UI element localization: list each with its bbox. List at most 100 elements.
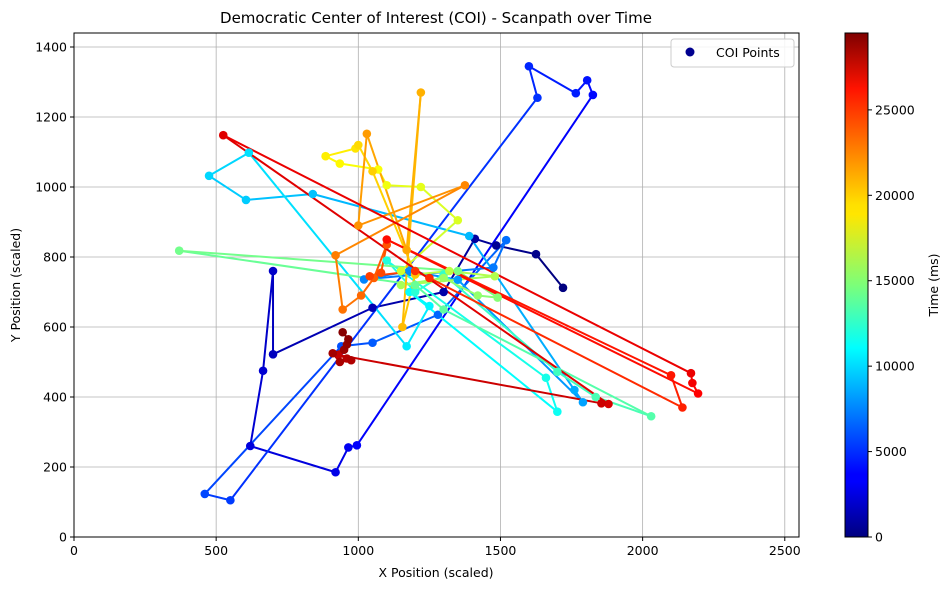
scanpath-segment: [203, 492, 232, 502]
scanpath-point: [335, 159, 345, 168]
scanpath-point: [558, 283, 568, 293]
legend: COI Points: [670, 38, 795, 68]
scanpath-segment: [535, 253, 565, 289]
scanpath-point: [382, 235, 392, 244]
scanpath-point: [666, 371, 676, 380]
scanpath-point: [344, 443, 353, 452]
scanpath-point: [410, 280, 420, 290]
scanpath-point: [489, 263, 498, 272]
chart-title: Democratic Center of Interest (COI) - Sc…: [220, 9, 652, 27]
scanpath-point: [578, 397, 588, 407]
scanpath-point: [346, 355, 356, 365]
colorbar-tick-label: 15000: [875, 273, 915, 288]
scanpath-point: [368, 303, 377, 313]
scanpath-point: [439, 287, 448, 297]
y-tick-label: 600: [43, 320, 67, 335]
colorbar-tick-label: 5000: [875, 444, 907, 459]
scanpath-segment: [203, 345, 343, 495]
scanpath-point: [433, 310, 443, 320]
scanpath-segment: [208, 151, 250, 177]
scanpath-point: [416, 182, 426, 192]
scanpath-segment: [365, 132, 408, 251]
scanpath-point: [491, 241, 501, 250]
scanpath-point: [425, 273, 434, 283]
scanpath-point: [396, 280, 406, 290]
scanpath-point: [531, 249, 541, 259]
y-tick-label: 1400: [35, 40, 67, 55]
scanpath-point: [553, 367, 562, 377]
scanpath-segment: [334, 446, 350, 474]
scanpath-segment: [334, 254, 344, 311]
scanpath-point: [402, 245, 411, 255]
scanpath-point: [693, 389, 703, 398]
scanpath-segment: [527, 65, 577, 95]
scanpath-point: [258, 366, 268, 376]
y-tick-label: 1000: [35, 180, 67, 195]
scanpath-point: [352, 441, 362, 450]
scanpath-point: [582, 75, 592, 85]
scanpath-segment: [414, 284, 445, 311]
scanpath-points: [174, 61, 703, 505]
y-tick-label: 200: [43, 460, 67, 475]
scanpath-point: [425, 301, 434, 311]
scanpath-point: [453, 215, 463, 225]
scanpath-point: [204, 171, 214, 181]
scanpath-point: [365, 271, 374, 281]
scanpath-segment: [405, 91, 422, 251]
scanpath-point: [439, 273, 448, 283]
colorbar-tick-label: 0: [875, 530, 883, 545]
scanpath-point: [571, 88, 581, 98]
colorbar-tick-label: 10000: [875, 359, 915, 374]
scanpath-segment: [405, 305, 431, 348]
scanpath-point: [402, 341, 411, 351]
scanpath-point: [541, 373, 551, 383]
scanpath-lines: [178, 65, 700, 502]
scanpath-segment: [385, 238, 700, 395]
scanpath-point: [553, 407, 562, 417]
scanpath-segment: [385, 184, 422, 188]
x-axis-ticks: 0 500 1000 1500 2000 2500: [70, 537, 801, 558]
scanpath-point: [570, 385, 579, 395]
scanpath-segment: [468, 235, 576, 391]
scanpath-segment: [229, 96, 539, 502]
scanpath-point: [321, 151, 330, 161]
scanpath-segment: [556, 370, 597, 398]
scanpath-point: [410, 266, 420, 276]
scanpath-point: [376, 268, 386, 278]
scanpath-point: [328, 348, 338, 358]
colorbar-tick-label: 20000: [875, 188, 915, 203]
x-axis-label: X Position (scaled): [378, 565, 493, 580]
scanpath-point: [308, 189, 318, 199]
colorbar-gradient: [844, 32, 869, 538]
x-tick-label: 0: [70, 543, 78, 558]
x-tick-label: 2000: [627, 543, 659, 558]
scanpath-point: [354, 221, 363, 230]
colorbar-tick-label: 25000: [875, 102, 915, 117]
scanpath-point: [473, 291, 483, 300]
scanpath-point: [200, 489, 210, 499]
scanpath-segment: [249, 445, 337, 474]
scanpath-segment: [324, 147, 357, 158]
scanpath-point: [493, 293, 502, 302]
x-tick-label: 1000: [342, 543, 374, 558]
scanpath-point: [416, 88, 426, 97]
scanpath-segment: [178, 249, 417, 286]
scanpath-point: [368, 338, 377, 348]
scanpath-segment: [208, 174, 248, 201]
scanpath-point: [439, 305, 448, 314]
plot-frame: [73, 32, 800, 538]
scanpath-point: [678, 403, 687, 412]
y-tick-label: 400: [43, 390, 67, 405]
scanpath-point: [396, 266, 406, 276]
scanpath-point: [335, 357, 345, 367]
scanpath-segment: [337, 354, 603, 405]
scanpath-segment: [245, 193, 314, 201]
x-tick-label: 1500: [485, 543, 517, 558]
scanpath-segment: [492, 239, 508, 269]
scanpath-segment: [419, 186, 459, 222]
scanpath-point: [646, 411, 656, 421]
scanpath-point: [460, 180, 470, 190]
scanpath-point: [245, 441, 255, 451]
legend-marker: [685, 47, 695, 57]
scanpath-point: [453, 275, 463, 285]
